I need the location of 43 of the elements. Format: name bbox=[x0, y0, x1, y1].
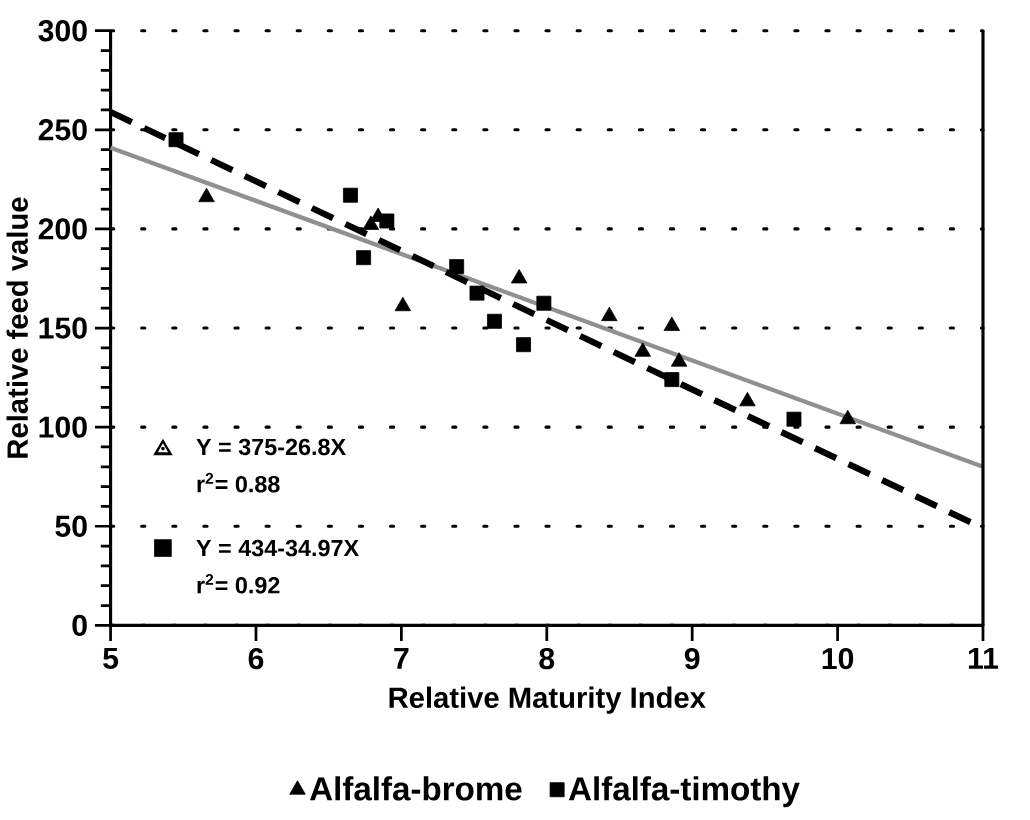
point bbox=[487, 314, 502, 329]
point bbox=[663, 316, 681, 332]
x-tick-label: 9 bbox=[684, 648, 700, 670]
point bbox=[510, 269, 528, 284]
y-tick-label: 0 bbox=[72, 614, 87, 637]
point bbox=[343, 187, 358, 203]
y-tick-label: 100 bbox=[39, 416, 87, 439]
point bbox=[449, 259, 465, 275]
point bbox=[739, 392, 756, 407]
point bbox=[198, 188, 215, 203]
x-tick-label: 10 bbox=[822, 648, 854, 670]
x-tick-label: 6 bbox=[248, 648, 264, 670]
point bbox=[168, 132, 184, 148]
y-tick-label: 200 bbox=[38, 218, 87, 240]
y-tick-label: 150 bbox=[39, 317, 87, 339]
point bbox=[670, 352, 688, 367]
annotation: Y = 434-34.97X bbox=[196, 539, 359, 557]
y-tick-label: 300 bbox=[38, 20, 87, 42]
y-tick-label: 50 bbox=[55, 515, 87, 538]
legend-label: Alfalfa-brome bbox=[310, 776, 522, 801]
point bbox=[356, 250, 372, 266]
point bbox=[664, 372, 680, 388]
x-tick-label: 7 bbox=[394, 648, 409, 669]
point bbox=[601, 306, 618, 322]
point bbox=[394, 297, 412, 312]
point bbox=[536, 296, 552, 311]
y-axis-title: Relative feed value bbox=[6, 197, 28, 458]
x-tick-label: 5 bbox=[103, 648, 119, 670]
point bbox=[839, 410, 856, 425]
point bbox=[362, 215, 380, 231]
point bbox=[379, 213, 395, 229]
legend-label: Alfalfa-timothy bbox=[568, 776, 800, 808]
y-tick-label: 250 bbox=[38, 119, 87, 141]
x-tick-label: 8 bbox=[539, 648, 555, 670]
x-tick-label: 11 bbox=[968, 648, 999, 669]
point bbox=[634, 342, 651, 357]
point bbox=[469, 285, 485, 301]
annotation: r$^{2}$= 0.88 bbox=[197, 473, 280, 493]
x-axis-title: Relative Maturity Index bbox=[389, 686, 706, 714]
point bbox=[516, 337, 531, 353]
point bbox=[786, 411, 802, 427]
annotation: Y = 375-26.8X bbox=[196, 438, 346, 456]
annotation: r$^{2}$= 0.92 bbox=[197, 574, 280, 594]
